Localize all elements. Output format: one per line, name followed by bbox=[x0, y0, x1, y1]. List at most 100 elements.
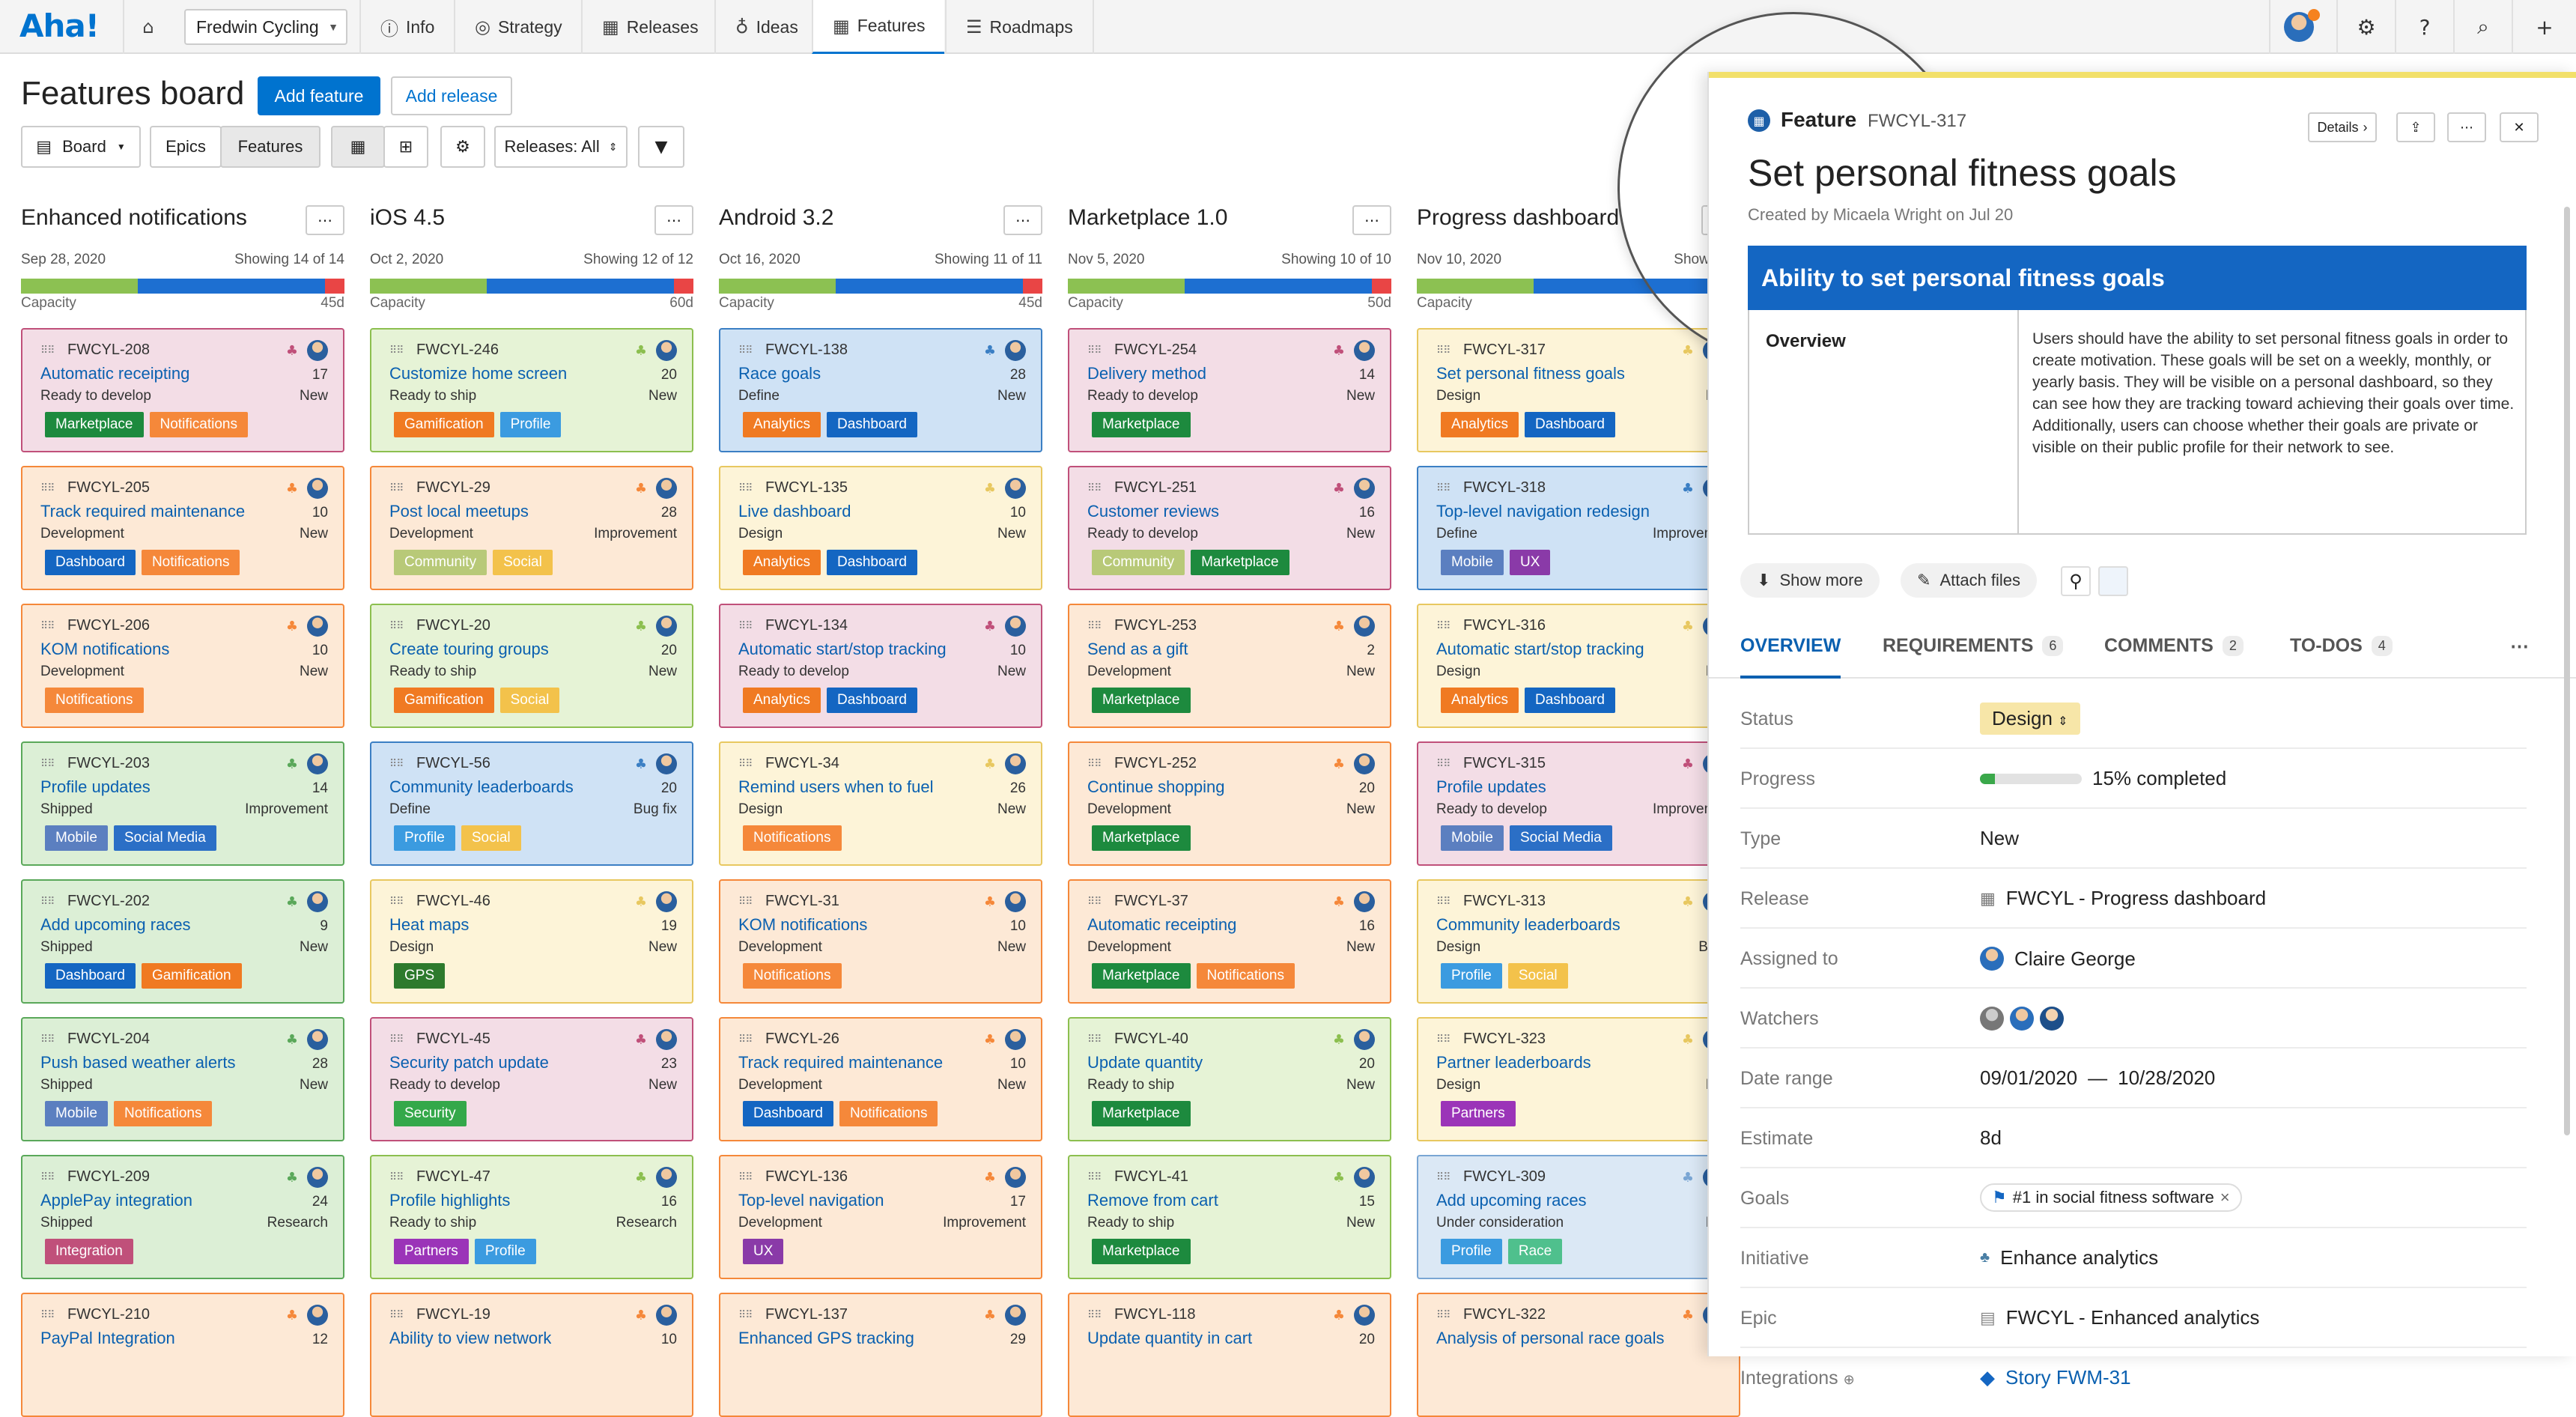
feature-title[interactable]: Analysis of personal race goals bbox=[1436, 1329, 1665, 1347]
feature-tag[interactable]: Analytics bbox=[743, 550, 821, 575]
tabs-more-button[interactable]: ⋯ bbox=[2510, 635, 2529, 658]
feature-tag[interactable]: Gamification bbox=[141, 963, 242, 989]
drag-handle-icon[interactable]: ⠿⠿ bbox=[389, 482, 404, 494]
feature-title[interactable]: Track required maintenance bbox=[738, 1053, 944, 1072]
drag-handle-icon[interactable]: ⠿⠿ bbox=[738, 482, 753, 494]
feature-tag[interactable]: Profile bbox=[394, 825, 455, 851]
feature-tag[interactable]: Profile bbox=[474, 1239, 536, 1264]
feature-tag[interactable]: Analytics bbox=[1441, 688, 1519, 713]
feature-tag[interactable]: Analytics bbox=[743, 688, 821, 713]
drag-handle-icon[interactable]: ⠿⠿ bbox=[1087, 1034, 1102, 1046]
feature-tag[interactable]: GPS bbox=[394, 963, 446, 989]
release-value[interactable]: ▦ FWCYL - Progress dashboard bbox=[1980, 887, 2267, 909]
feature-title[interactable]: ApplePay integration bbox=[40, 1191, 193, 1210]
feature-title[interactable]: KOM notifications bbox=[738, 915, 868, 934]
feature-card[interactable]: ⠿⠿ FWCYL-322 ♣ Analysis of personal race go… bbox=[1417, 1293, 1740, 1417]
feature-tag[interactable]: UX bbox=[1509, 550, 1551, 575]
feature-tag[interactable]: Dashboard bbox=[827, 550, 917, 575]
feature-title[interactable]: Create touring groups bbox=[389, 640, 549, 658]
drag-handle-icon[interactable]: ⠿⠿ bbox=[1436, 1309, 1450, 1321]
drag-handle-icon[interactable]: ⠿⠿ bbox=[40, 758, 55, 770]
drag-handle-icon[interactable]: ⠿⠿ bbox=[389, 345, 404, 356]
feature-title[interactable]: Automatic receipting bbox=[1087, 915, 1237, 934]
feature-tag[interactable]: Marketplace bbox=[45, 412, 144, 437]
drag-handle-icon[interactable]: ⠿⠿ bbox=[40, 1171, 55, 1183]
feature-card[interactable]: ⠿⠿ FWCYL-29 ♣ Post local meetups Development… bbox=[370, 466, 693, 590]
feature-tag[interactable]: Gamification bbox=[394, 412, 494, 437]
feature-card[interactable]: ⠿⠿ FWCYL-134 ♣ Automatic start/stop trackin… bbox=[719, 604, 1042, 728]
feature-title[interactable]: Track required maintenance bbox=[40, 502, 246, 521]
column-title[interactable]: Enhanced notifications bbox=[21, 205, 247, 230]
add-feature-button[interactable]: Add feature bbox=[258, 76, 380, 115]
features-toggle[interactable]: Features bbox=[220, 126, 321, 168]
drag-handle-icon[interactable]: ⠿⠿ bbox=[40, 1309, 55, 1321]
add-release-button[interactable]: Add release bbox=[391, 76, 512, 115]
feature-card[interactable]: ⠿⠿ FWCYL-208 ♣ Automatic receipting Ready to… bbox=[21, 328, 344, 452]
feature-title[interactable]: Remind users when to fuel bbox=[738, 777, 934, 796]
feature-tag[interactable]: Dashboard bbox=[45, 963, 136, 989]
epic-value[interactable]: ▤ FWCYL - Enhanced analytics bbox=[1980, 1306, 2260, 1329]
drag-handle-icon[interactable]: ⠿⠿ bbox=[738, 1171, 753, 1183]
feature-title[interactable]: Top-level navigation bbox=[738, 1191, 884, 1210]
feature-tag[interactable]: Social bbox=[1507, 963, 1568, 989]
drag-handle-icon[interactable]: ⠿⠿ bbox=[1436, 345, 1450, 356]
drag-handle-icon[interactable]: ⠿⠿ bbox=[1436, 1171, 1450, 1183]
feature-title[interactable]: Profile updates bbox=[40, 777, 151, 796]
feature-card[interactable]: ⠿⠿ FWCYL-34 ♣ Remind users when to fuel Desi… bbox=[719, 741, 1042, 866]
feature-tag[interactable]: Notifications bbox=[45, 688, 144, 713]
feature-tag[interactable]: Dashboard bbox=[743, 1101, 833, 1126]
feature-tag[interactable]: Dashboard bbox=[1525, 688, 1615, 713]
feature-card[interactable]: ⠿⠿ FWCYL-118 ♣ Update quantity in cart 20 bbox=[1068, 1293, 1391, 1417]
feature-title[interactable]: Send as a gift bbox=[1087, 640, 1188, 658]
record-id[interactable]: FWCYL-317 bbox=[1868, 111, 1967, 131]
drag-handle-icon[interactable]: ⠿⠿ bbox=[389, 1171, 404, 1183]
initiative-value[interactable]: ♣ Enhance analytics bbox=[1980, 1246, 2159, 1269]
drag-handle-icon[interactable]: ⠿⠿ bbox=[1087, 345, 1102, 356]
feature-tag[interactable]: Social bbox=[461, 825, 521, 851]
feature-tag[interactable]: Partners bbox=[1441, 1101, 1516, 1126]
assigned-value[interactable]: Claire George bbox=[1980, 947, 2136, 971]
view-selector[interactable]: ▤ Board ▼ bbox=[21, 126, 141, 168]
drag-handle-icon[interactable]: ⠿⠿ bbox=[40, 482, 55, 494]
drag-handle-icon[interactable]: ⠿⠿ bbox=[40, 896, 55, 908]
feature-card[interactable]: ⠿⠿ FWCYL-138 ♣ Race goals Define 28 New Analyti… bbox=[719, 328, 1042, 452]
bike-attachment-icon[interactable]: ⚲ bbox=[2061, 566, 2091, 596]
feature-card[interactable]: ⠿⠿ FWCYL-309 ♣ Add upcoming races Under cons… bbox=[1417, 1155, 1740, 1279]
feature-card[interactable]: ⠿⠿ FWCYL-37 ♣ Automatic receipting Developme… bbox=[1068, 879, 1391, 1004]
aha-logo[interactable]: Aha! bbox=[19, 7, 100, 44]
feature-card[interactable]: ⠿⠿ FWCYL-136 ♣ Top-level navigation Developm… bbox=[719, 1155, 1042, 1279]
feature-tag[interactable]: Dashboard bbox=[827, 688, 917, 713]
feature-tag[interactable]: Marketplace bbox=[1092, 412, 1191, 437]
column-title[interactable]: iOS 4.5 bbox=[370, 205, 446, 230]
feature-tag[interactable]: Notifications bbox=[149, 412, 248, 437]
feature-tag[interactable]: Marketplace bbox=[1092, 825, 1191, 851]
drag-handle-icon[interactable]: ⠿⠿ bbox=[389, 1034, 404, 1046]
drag-handle-icon[interactable]: ⠿⠿ bbox=[1436, 482, 1450, 494]
feature-title[interactable]: Set personal fitness goals bbox=[1436, 364, 1625, 383]
date-range-value[interactable]: 09/01/2020—10/28/2020 bbox=[1980, 1066, 2216, 1089]
feature-tag[interactable]: Notifications bbox=[141, 550, 240, 575]
user-menu[interactable] bbox=[2269, 0, 2327, 54]
tab-overview[interactable]: OVERVIEW bbox=[1740, 635, 1841, 656]
drag-handle-icon[interactable]: ⠿⠿ bbox=[1087, 1309, 1102, 1321]
watchers-value[interactable] bbox=[1980, 1007, 2064, 1031]
column-menu-button[interactable]: ⋯ bbox=[654, 205, 693, 235]
product-selector[interactable]: Fredwin Cycling ▼ bbox=[184, 9, 347, 45]
feature-title[interactable]: KOM notifications bbox=[40, 640, 170, 658]
feature-card[interactable]: ⠿⠿ FWCYL-46 ♣ Heat maps Design 19 New GPS bbox=[370, 879, 693, 1004]
feature-tag[interactable]: Integration bbox=[45, 1239, 133, 1264]
column-title[interactable]: Progress dashboard bbox=[1417, 205, 1620, 230]
feature-card[interactable]: ⠿⠿ FWCYL-206 ♣ KOM notifications Development… bbox=[21, 604, 344, 728]
column-menu-button[interactable]: ⋯ bbox=[1003, 205, 1042, 235]
drag-handle-icon[interactable]: ⠿⠿ bbox=[389, 758, 404, 770]
drag-handle-icon[interactable]: ⠿⠿ bbox=[389, 620, 404, 632]
feature-card[interactable]: ⠿⠿ FWCYL-318 ♣ Top-level navigation redesig… bbox=[1417, 466, 1740, 590]
nav-releases[interactable]: ▦ Releases bbox=[581, 0, 718, 54]
feature-title[interactable]: Set personal fitness goals bbox=[1748, 152, 2177, 194]
drag-handle-icon[interactable]: ⠿⠿ bbox=[1436, 758, 1450, 770]
feature-card[interactable]: ⠿⠿FWCYL-323♣Partner leaderboardsDesignNe… bbox=[1417, 1017, 1740, 1141]
integration-link[interactable]: ◆ Story FWM-31 bbox=[1980, 1366, 2131, 1389]
image-attachment-icon[interactable] bbox=[2098, 566, 2128, 596]
panel-scrollbar[interactable] bbox=[2564, 207, 2570, 1135]
feature-title[interactable]: Remove from cart bbox=[1087, 1191, 1218, 1210]
